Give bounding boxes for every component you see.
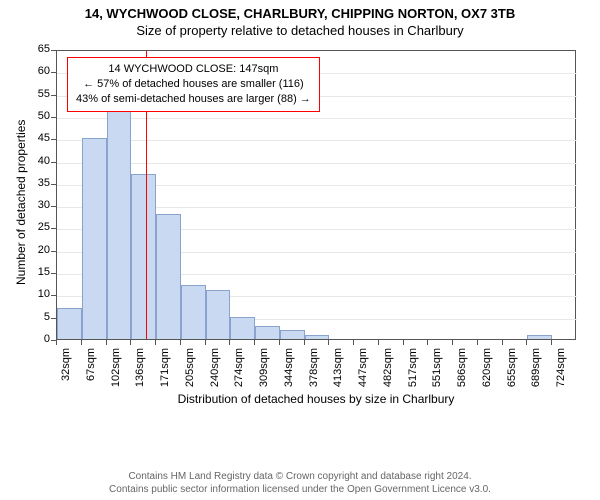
xtick-label: 274sqm: [233, 348, 245, 388]
footer-attribution: Contains HM Land Registry data © Crown c…: [0, 470, 600, 496]
xtick-label: 620sqm: [481, 348, 493, 388]
xtick-label: 344sqm: [283, 348, 295, 388]
annotation-box: 14 WYCHWOOD CLOSE: 147sqm← 57% of detach…: [67, 57, 320, 112]
ytick-mark: [51, 117, 56, 118]
ytick-label: 30: [20, 199, 50, 211]
ytick-mark: [51, 295, 56, 296]
xtick-mark: [130, 340, 131, 345]
histogram-bar: [527, 335, 552, 339]
xtick-mark: [526, 340, 527, 345]
gridline: [57, 140, 577, 141]
xtick-mark: [403, 340, 404, 345]
xtick-label: 551sqm: [431, 348, 443, 388]
xtick-mark: [254, 340, 255, 345]
xtick-label: 689sqm: [530, 348, 542, 388]
xtick-label: 102sqm: [110, 348, 122, 388]
xtick-label: 205sqm: [184, 348, 196, 388]
xtick-mark: [106, 340, 107, 345]
ytick-mark: [51, 95, 56, 96]
xtick-mark: [81, 340, 82, 345]
histogram-bar: [206, 290, 231, 339]
xtick-mark: [304, 340, 305, 345]
xtick-mark: [180, 340, 181, 345]
xtick-mark: [155, 340, 156, 345]
annotation-line-2: ← 57% of detached houses are smaller (11…: [76, 77, 311, 92]
xtick-label: 240sqm: [209, 348, 221, 388]
chart-area: Number of detached properties 14 WYCHWOO…: [0, 44, 600, 414]
xtick-label: 447sqm: [357, 348, 369, 388]
chart-title-main: 14, WYCHWOOD CLOSE, CHARLBURY, CHIPPING …: [0, 6, 600, 21]
ytick-label: 10: [20, 288, 50, 300]
ytick-label: 60: [20, 65, 50, 77]
histogram-bar: [230, 317, 255, 339]
ytick-label: 0: [20, 333, 50, 345]
xtick-label: 309sqm: [258, 348, 270, 388]
xtick-mark: [502, 340, 503, 345]
ytick-mark: [51, 318, 56, 319]
xtick-mark: [56, 340, 57, 345]
ytick-label: 25: [20, 221, 50, 233]
xtick-mark: [353, 340, 354, 345]
xtick-label: 413sqm: [332, 348, 344, 388]
histogram-bar: [181, 285, 206, 339]
histogram-bar: [280, 330, 305, 339]
ytick-label: 55: [20, 88, 50, 100]
histogram-bar: [82, 138, 107, 339]
ytick-mark: [51, 162, 56, 163]
gridline: [57, 163, 577, 164]
annotation-line-1: 14 WYCHWOOD CLOSE: 147sqm: [76, 62, 311, 77]
xtick-mark: [328, 340, 329, 345]
histogram-bar: [156, 214, 181, 339]
histogram-bar: [255, 326, 280, 339]
plot-area: 14 WYCHWOOD CLOSE: 147sqm← 57% of detach…: [56, 50, 576, 340]
xtick-mark: [229, 340, 230, 345]
xtick-label: 655sqm: [506, 348, 518, 388]
xtick-label: 32sqm: [60, 348, 72, 388]
xtick-label: 586sqm: [456, 348, 468, 388]
xtick-mark: [205, 340, 206, 345]
xtick-label: 67sqm: [85, 348, 97, 388]
ytick-mark: [51, 72, 56, 73]
ytick-label: 50: [20, 110, 50, 122]
ytick-mark: [51, 273, 56, 274]
chart-title-block: 14, WYCHWOOD CLOSE, CHARLBURY, CHIPPING …: [0, 0, 600, 38]
ytick-mark: [51, 184, 56, 185]
histogram-bar: [305, 335, 330, 339]
ytick-mark: [51, 251, 56, 252]
histogram-bar: [57, 308, 82, 339]
xtick-label: 136sqm: [134, 348, 146, 388]
xtick-label: 171sqm: [159, 348, 171, 388]
annotation-line-3: 43% of semi-detached houses are larger (…: [76, 92, 311, 107]
histogram-bar: [107, 98, 132, 339]
ytick-label: 15: [20, 266, 50, 278]
xtick-mark: [452, 340, 453, 345]
footer-line-1: Contains HM Land Registry data © Crown c…: [0, 470, 600, 483]
xtick-label: 378sqm: [308, 348, 320, 388]
footer-line-2: Contains public sector information licen…: [0, 483, 600, 496]
gridline: [57, 118, 577, 119]
xtick-label: 482sqm: [382, 348, 394, 388]
x-axis-label: Distribution of detached houses by size …: [56, 392, 576, 406]
xtick-mark: [279, 340, 280, 345]
chart-title-sub: Size of property relative to detached ho…: [0, 23, 600, 38]
xtick-mark: [378, 340, 379, 345]
ytick-label: 35: [20, 177, 50, 189]
ytick-label: 40: [20, 155, 50, 167]
xtick-mark: [551, 340, 552, 345]
ytick-mark: [51, 206, 56, 207]
xtick-mark: [427, 340, 428, 345]
ytick-mark: [51, 50, 56, 51]
histogram-bar: [131, 174, 156, 339]
xtick-mark: [477, 340, 478, 345]
xtick-label: 517sqm: [407, 348, 419, 388]
ytick-label: 5: [20, 311, 50, 323]
xtick-label: 724sqm: [555, 348, 567, 388]
ytick-mark: [51, 139, 56, 140]
ytick-label: 20: [20, 244, 50, 256]
ytick-label: 45: [20, 132, 50, 144]
ytick-mark: [51, 228, 56, 229]
ytick-label: 65: [20, 43, 50, 55]
